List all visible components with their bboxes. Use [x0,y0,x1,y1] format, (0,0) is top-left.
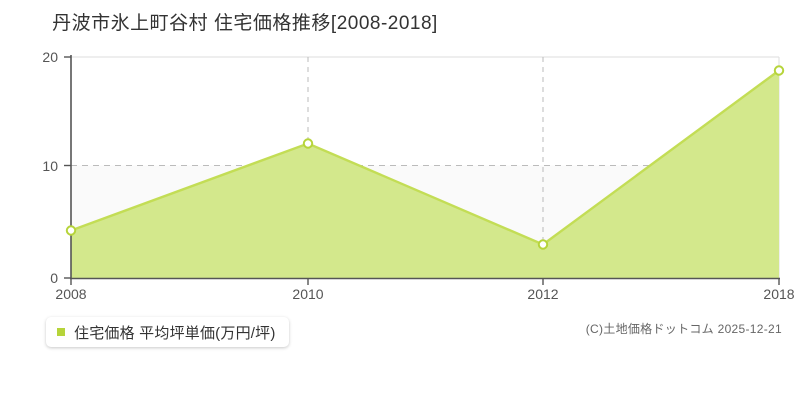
area-fill-housing-price [71,70,779,278]
chart-title-text: 丹波市氷上町谷村 住宅価格推移[2008-2018] [52,13,438,34]
y-axis-label-10: 10 [42,158,58,174]
chart-title: 丹波市氷上町谷村 住宅価格推移[2008-2018] [0,8,800,35]
line-series-housing-price [70,69,780,246]
data-point-2010[interactable] [302,138,314,149]
copyright-notice: (C)土地価格ドットコム 2025-12-21 [585,322,782,336]
y-axis-label-0: 0 [50,270,58,286]
data-point-2018[interactable] [773,65,785,76]
x-axis-label-2008: 2008 [55,286,86,302]
x-axis-label-2018: 2018 [763,286,794,302]
chart-legend[interactable]: 住宅価格 平均坪単価(万円/坪) [46,317,289,347]
y-axis-label-20: 20 [42,49,58,65]
data-point-2008[interactable] [65,225,77,236]
x-axis-label-2010: 2010 [292,286,323,302]
x-axis-label-2012: 2012 [527,286,558,302]
legend-item-label: 住宅価格 平均坪単価(万円/坪) [74,324,276,342]
legend-swatch-icon [57,328,65,336]
data-point-2012[interactable] [537,239,549,250]
